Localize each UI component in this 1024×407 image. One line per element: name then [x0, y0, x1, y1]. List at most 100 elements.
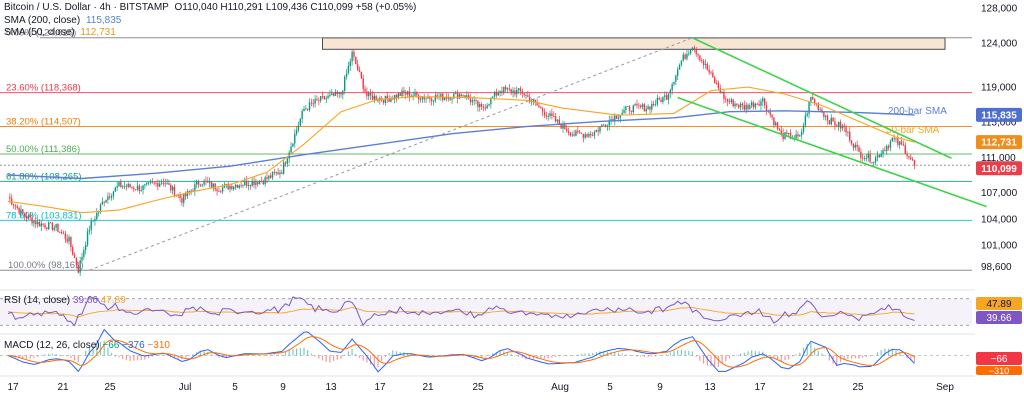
- macd-histogram-bar: [88, 346, 90, 356]
- candle-body: [593, 131, 596, 136]
- candle-body: [887, 145, 890, 148]
- macd-histogram-bar: [410, 353, 412, 356]
- candle: [508, 83, 511, 92]
- candle-body: [671, 84, 673, 91]
- candle-body: [66, 238, 68, 242]
- candle: [591, 132, 594, 137]
- candle: [112, 191, 115, 200]
- candle: [122, 184, 124, 190]
- candle-body: [251, 180, 253, 187]
- candle: [88, 225, 91, 235]
- candle: [118, 181, 120, 188]
- candle: [849, 127, 851, 143]
- candle-body: [904, 145, 906, 154]
- candle: [480, 102, 483, 111]
- macd-histogram-bar: [340, 355, 342, 359]
- macd-histogram-bar: [399, 351, 401, 356]
- candle: [60, 229, 63, 235]
- sma50-legend[interactable]: SMA (50, close) 112,731: [4, 27, 116, 38]
- candle: [460, 93, 462, 97]
- sma200-legend[interactable]: SMA (200, close) 115,835: [4, 15, 122, 26]
- sma200-line: [7, 110, 915, 180]
- candle-body: [282, 162, 285, 174]
- macd-histogram-bar: [270, 354, 272, 356]
- candle-body: [656, 98, 659, 105]
- macd-histogram-bar: [392, 350, 394, 356]
- candle: [802, 122, 805, 135]
- candle-body: [312, 103, 314, 105]
- candle-body: [229, 185, 231, 190]
- candle-body: [527, 95, 529, 97]
- candle-body: [325, 98, 327, 100]
- candle: [721, 91, 723, 94]
- candle-body: [680, 60, 683, 65]
- candle-body: [314, 99, 316, 104]
- macd-histogram-bar: [25, 355, 28, 359]
- candle: [908, 155, 910, 160]
- candle-body: [353, 51, 355, 57]
- candle: [812, 94, 814, 100]
- symbol-title[interactable]: Bitcoin / U.S. Dollar · 4h · BITSTAMP: [4, 2, 169, 13]
- macd-histogram-bar: [214, 355, 216, 357]
- macd-histogram-bar: [584, 353, 586, 356]
- candle-body: [664, 95, 666, 97]
- macd-histogram-bar: [318, 355, 320, 359]
- candle: [168, 179, 170, 185]
- candle: [22, 209, 24, 216]
- macd-histogram-bar: [74, 355, 76, 361]
- macd-histogram-bar: [203, 351, 205, 356]
- candle-body: [453, 93, 455, 99]
- macd-histogram-bar: [669, 352, 671, 356]
- candle-body: [105, 199, 107, 203]
- candle-body: [234, 184, 237, 187]
- candle: [771, 113, 773, 121]
- candle-body: [90, 221, 92, 230]
- candle-body: [220, 191, 222, 193]
- candle-body: [669, 90, 671, 94]
- candle-body: [906, 153, 908, 156]
- candle-body: [529, 96, 531, 103]
- candle-body: [425, 98, 427, 100]
- candle: [788, 132, 790, 137]
- candle-body: [429, 97, 431, 99]
- macd-value-box: [976, 352, 1022, 365]
- candle: [162, 178, 165, 187]
- macd-histogram-bar: [603, 351, 605, 356]
- candle: [547, 113, 549, 121]
- macd-histogram-bar: [743, 352, 745, 356]
- macd-histogram-bar: [185, 355, 187, 358]
- chart-header-legend: Bitcoin / U.S. Dollar · 4h · BITSTAMP O1…: [4, 2, 416, 13]
- candle: [36, 218, 39, 228]
- candle: [144, 183, 146, 190]
- candle: [467, 92, 470, 100]
- macd-histogram-bar: [773, 355, 775, 359]
- macd-histogram-bar: [647, 355, 649, 358]
- candle: [723, 89, 725, 104]
- macd-histogram-bar: [321, 355, 324, 361]
- candle: [331, 89, 333, 96]
- macd-histogram-bar: [155, 355, 157, 356]
- macd-histogram-bar: [125, 355, 127, 361]
- candle-body: [79, 260, 81, 273]
- macd-histogram-bar: [699, 355, 701, 361]
- candle-body: [610, 119, 612, 121]
- macd-histogram-bar: [802, 347, 805, 356]
- macd-histogram-bar: [59, 354, 61, 356]
- candle: [75, 257, 78, 269]
- candle: [399, 92, 401, 97]
- candle: [251, 177, 253, 187]
- candle: [358, 66, 361, 73]
- candle: [475, 98, 477, 105]
- candle-body: [225, 183, 227, 185]
- candle-body: [166, 183, 168, 185]
- candle: [867, 150, 869, 162]
- candle-body: [358, 69, 361, 72]
- candle: [107, 192, 109, 204]
- candle-body: [257, 182, 259, 185]
- candle-body: [340, 92, 342, 95]
- candle-body: [464, 95, 466, 98]
- candle-body: [480, 104, 483, 107]
- candle-body: [521, 91, 523, 94]
